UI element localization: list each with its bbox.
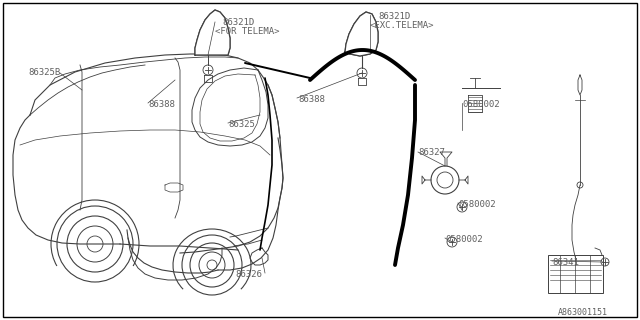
Text: 86326: 86326 [235,270,262,279]
Text: 86325B: 86325B [28,68,60,77]
Text: 86325: 86325 [228,120,255,129]
Text: A863001151: A863001151 [558,308,608,317]
Text: 86321D: 86321D [222,18,254,27]
Text: 86388: 86388 [148,100,175,109]
Text: 86327: 86327 [418,148,445,157]
Text: <EXC.TELEMA>: <EXC.TELEMA> [370,21,435,30]
Text: 0580002: 0580002 [445,235,483,244]
Polygon shape [195,10,230,55]
Text: 86388: 86388 [298,95,325,104]
Text: 0580002: 0580002 [462,100,500,109]
Text: 86321D: 86321D [378,12,410,21]
Text: <FOR TELEMA>: <FOR TELEMA> [215,27,280,36]
Polygon shape [345,12,378,56]
Text: 0580002: 0580002 [458,200,495,209]
Bar [548,255,603,293]
Text: 86341: 86341 [552,258,579,267]
